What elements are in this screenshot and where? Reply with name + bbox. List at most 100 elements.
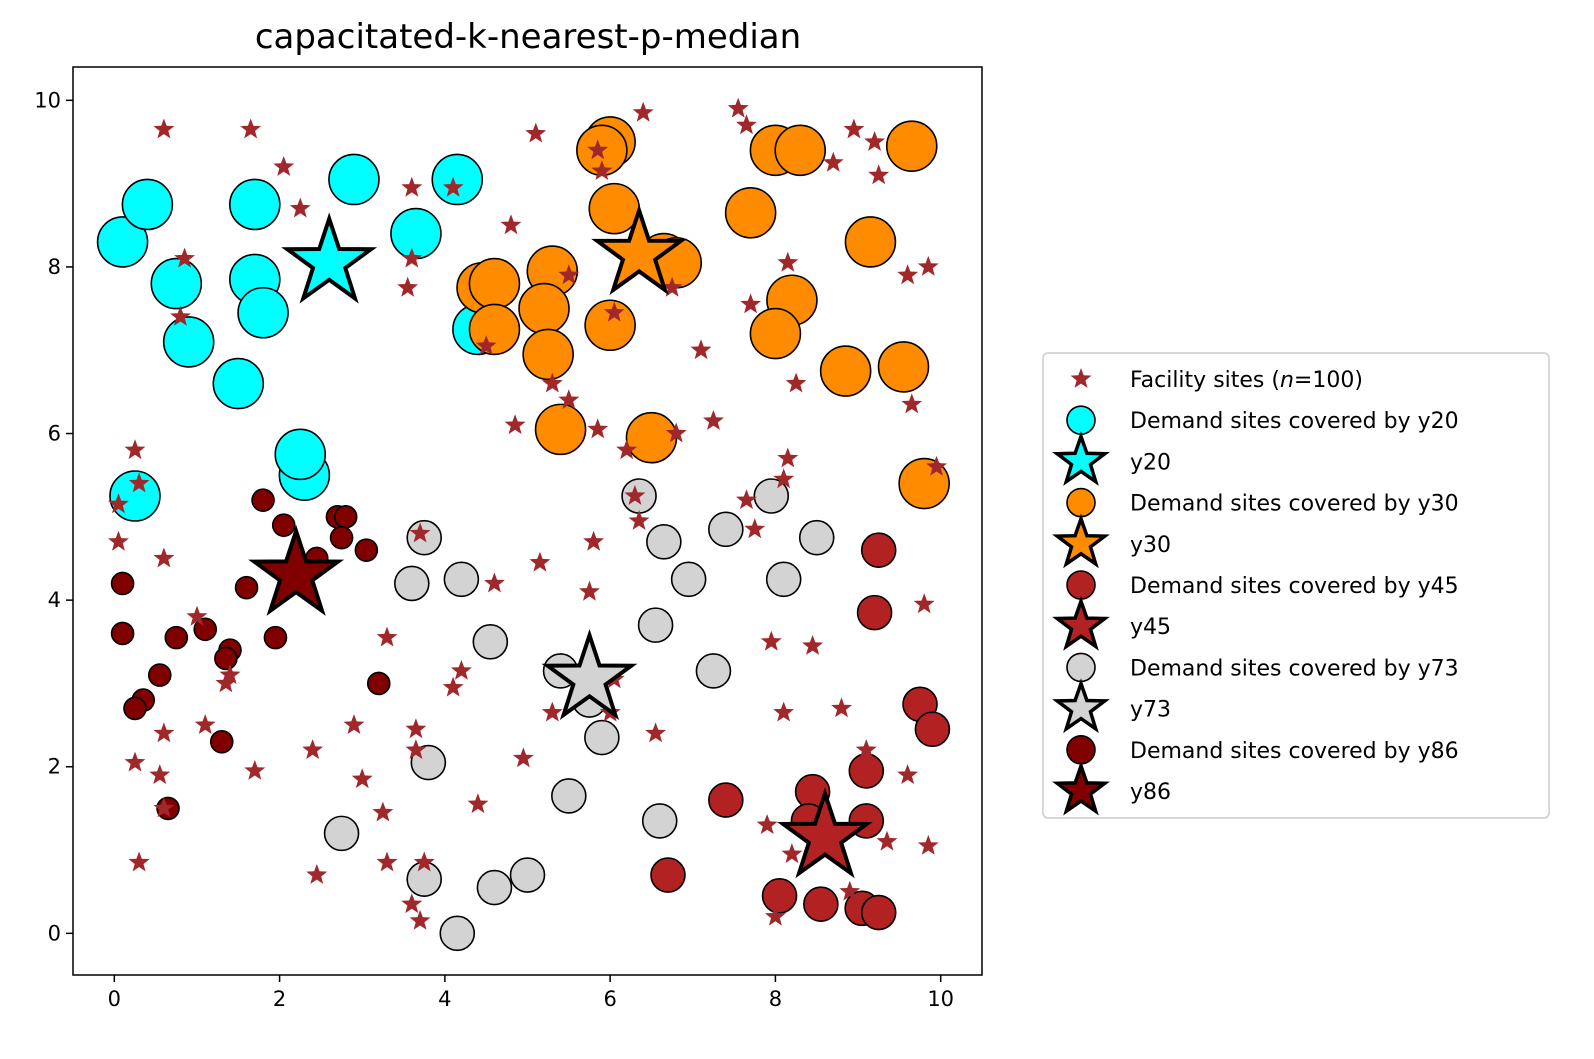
facility-site xyxy=(727,97,749,118)
legend-label-facility-y86: y86 xyxy=(1130,780,1171,805)
facility-site xyxy=(583,530,605,551)
facility-site xyxy=(186,605,208,626)
facility-site xyxy=(541,372,563,393)
demand-site-y86 xyxy=(333,505,358,529)
facility-site xyxy=(405,718,427,739)
facility-site xyxy=(500,214,522,235)
facility-site xyxy=(764,905,786,926)
facility-site xyxy=(512,747,534,768)
facility-site xyxy=(273,156,295,176)
facility-site xyxy=(587,139,609,160)
facility-site xyxy=(372,801,394,822)
demand-site-y73 xyxy=(641,803,678,839)
legend-label-facility-y45: y45 xyxy=(1130,615,1171,640)
demand-site-y73 xyxy=(323,815,360,852)
y-tick-label: 6 xyxy=(48,422,61,446)
demand-site-y73 xyxy=(646,524,682,560)
facility-site xyxy=(901,393,923,414)
facility-site xyxy=(413,851,435,872)
legend-label-facility-y20: y20 xyxy=(1130,450,1171,475)
facility-site xyxy=(409,522,431,543)
demand-site-y30 xyxy=(625,411,678,464)
facility-site xyxy=(781,843,803,864)
demand-site-y73 xyxy=(708,511,744,548)
facility-site xyxy=(736,114,757,135)
legend-marker-facility-y86 xyxy=(1052,760,1110,816)
demand-site-y86 xyxy=(110,571,135,596)
y-tick-label: 8 xyxy=(48,255,61,279)
facility-site xyxy=(760,630,782,651)
demand-site-y73 xyxy=(394,565,430,602)
demand-site-y45 xyxy=(761,878,798,914)
selected-facility-y86 xyxy=(248,524,345,616)
facility-site xyxy=(244,759,266,780)
legend-label-facility-y73: y73 xyxy=(1130,698,1171,723)
demand-site-y30 xyxy=(885,120,938,172)
demand-site-y45 xyxy=(848,753,885,789)
demand-site-y20 xyxy=(150,257,203,310)
facility-site xyxy=(616,439,638,460)
facility-site xyxy=(558,264,580,285)
legend-label-facility-sites: Facility sites (n=100) xyxy=(1130,368,1363,393)
facility-site xyxy=(529,551,551,572)
chart-title: capacitated-k-nearest-p-median xyxy=(255,17,801,57)
demand-site-y86 xyxy=(209,729,234,754)
legend: Facility sites (n=100) Demand sites cover… xyxy=(1042,352,1550,819)
facility-site xyxy=(756,814,778,834)
facility-site xyxy=(541,701,563,722)
demand-site-y86 xyxy=(263,625,288,650)
demand-site-y30 xyxy=(518,282,570,335)
facility-site xyxy=(153,722,175,743)
selected-facility-y30 xyxy=(591,204,687,296)
demand-site-y86 xyxy=(123,696,147,721)
legend-marker-demand-y20 xyxy=(1066,405,1096,436)
facility-site xyxy=(777,251,799,272)
facility-site xyxy=(661,276,683,297)
facility-site xyxy=(703,410,724,430)
facility-site xyxy=(376,626,398,647)
facility-site xyxy=(822,151,844,172)
x-tick-label: 6 xyxy=(603,987,616,1011)
legend-label-demand-y45: Demand sites covered by y45 xyxy=(1130,574,1459,599)
facility-site xyxy=(397,276,419,297)
y-tick-label: 10 xyxy=(34,88,61,112)
legend-marker-facility-y30 xyxy=(1052,513,1110,569)
facility-site xyxy=(926,455,947,476)
facility-site xyxy=(632,101,654,122)
legend-marker-demand-y45 xyxy=(1066,570,1096,600)
selected-facility-y20 xyxy=(281,212,378,304)
demand-site-y45 xyxy=(860,894,897,931)
demand-site-y20 xyxy=(328,153,380,206)
selected-facility-y45 xyxy=(777,787,873,879)
demand-site-y45 xyxy=(803,886,839,922)
demand-site-y45 xyxy=(856,594,893,631)
demand-site-y86 xyxy=(214,646,238,671)
demand-site-y30 xyxy=(877,341,930,393)
facility-site xyxy=(153,547,175,568)
demand-site-y45 xyxy=(650,857,686,893)
facility-site xyxy=(777,447,799,468)
facility-site xyxy=(484,572,505,593)
facility-site xyxy=(475,335,497,355)
legend-marker-facility-y73 xyxy=(1052,678,1110,734)
facility-site xyxy=(773,701,795,722)
legend-marker-demand-y86 xyxy=(1066,734,1096,765)
facility-site xyxy=(579,580,600,601)
facility-site xyxy=(108,530,129,551)
demand-site-y73 xyxy=(476,869,513,906)
facility-site xyxy=(149,764,171,784)
facility-site xyxy=(831,697,852,718)
x-tick-label: 4 xyxy=(438,987,451,1011)
demand-site-y20 xyxy=(212,357,265,410)
legend-marker-demand-y30 xyxy=(1066,487,1096,518)
y-tick-label: 0 xyxy=(48,921,61,945)
legend-marker-facility-sites xyxy=(1070,368,1092,388)
facility-site xyxy=(525,122,547,143)
facility-site xyxy=(785,372,807,393)
facility-site xyxy=(153,118,175,139)
facility-site xyxy=(591,160,613,180)
demand-site-y30 xyxy=(749,307,802,360)
plot-area: 0 2 4 6 8 10 0 2 4 6 8 10 xyxy=(34,66,983,1011)
demand-site-y30 xyxy=(522,328,574,381)
facility-site xyxy=(665,422,687,443)
